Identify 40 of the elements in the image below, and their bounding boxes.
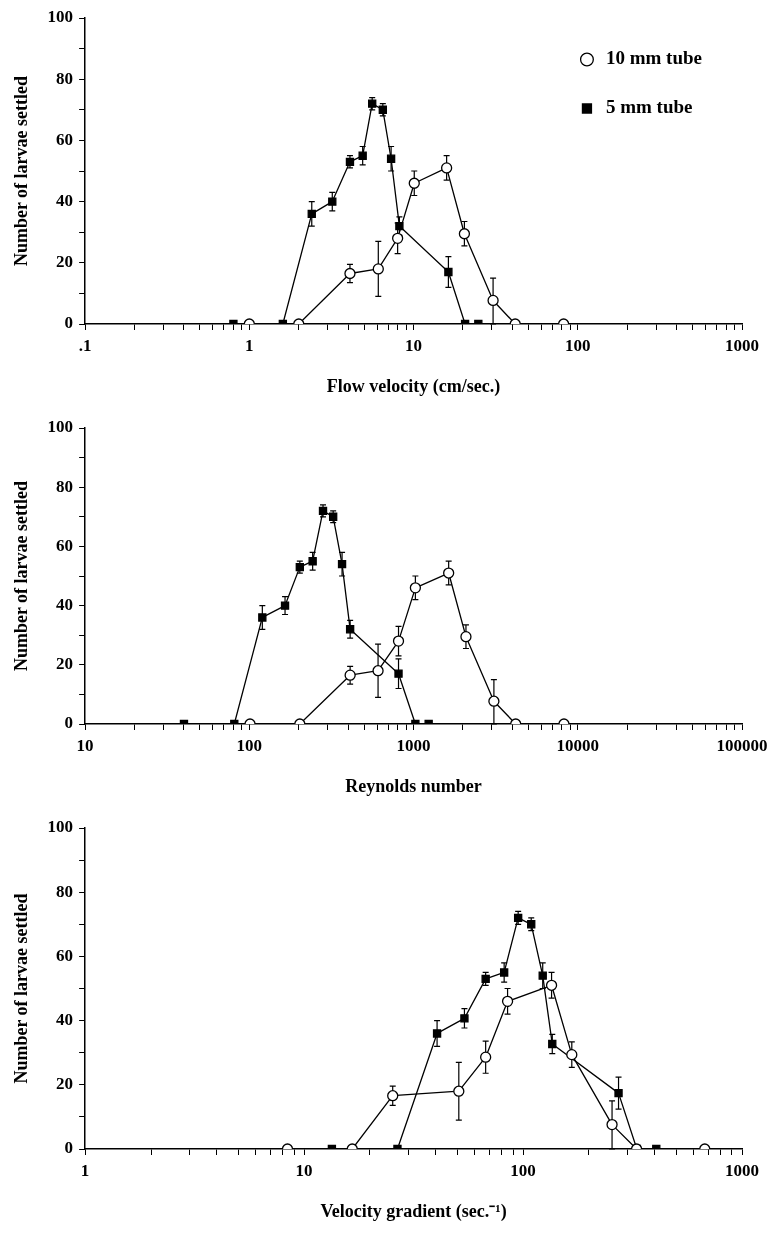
y-tick-label: 0 [64, 1138, 74, 1158]
y-axis-title: Number of larvae settled [11, 480, 32, 672]
legend-label: 5 mm tube [605, 96, 693, 118]
y-tick-label: 100 [47, 417, 74, 437]
y-tick-label: 80 [56, 476, 74, 496]
x-tick-label: 10 [405, 335, 423, 355]
x-tick-label: .1 [78, 335, 92, 355]
y-tick-label: 0 [64, 713, 74, 733]
x-tick-label: 1 [80, 1160, 90, 1180]
y-tick-label: 40 [56, 190, 74, 210]
x-tick-label: 100000 [716, 735, 768, 755]
x-axis-title: Velocity gradient (sec.⁻¹) [320, 1200, 507, 1222]
x-tick-label: 10 [295, 1160, 313, 1180]
y-tick-label: 80 [56, 881, 74, 901]
y-tick-label: 20 [56, 252, 74, 272]
x-tick-label: 1000 [396, 735, 431, 755]
x-tick-label: 10 [76, 735, 94, 755]
x-tick-label: 1 [245, 335, 254, 355]
x-axis-title: Reynolds number [345, 775, 482, 796]
y-axis-title: Number of larvae settled [11, 893, 32, 1084]
y-tick-label: 60 [56, 945, 74, 965]
legend-label: 10 mm tube [605, 47, 703, 69]
x-axis-title: Flow velocity (cm/sec.) [326, 375, 501, 397]
y-tick-label: 40 [56, 1009, 74, 1029]
y-axis-title: Number of larvae settled [11, 75, 32, 267]
y-tick-label: 80 [56, 68, 74, 88]
x-tick-label: 100 [236, 735, 263, 755]
y-tick-label: 60 [56, 535, 74, 555]
y-tick-label: 0 [64, 313, 74, 333]
y-tick-label: 100 [47, 817, 74, 837]
y-tick-label: 60 [56, 129, 74, 149]
y-tick-label: 100 [47, 7, 74, 27]
y-tick-label: 40 [56, 594, 74, 614]
y-tick-label: 20 [56, 1074, 74, 1094]
x-tick-label: 10000 [556, 735, 600, 755]
y-tick-label: 20 [56, 654, 74, 674]
x-tick-label: 100 [510, 1160, 536, 1180]
x-tick-label: 1000 [725, 335, 759, 355]
x-tick-label: 1000 [725, 1160, 759, 1180]
x-tick-label: 100 [565, 335, 591, 355]
